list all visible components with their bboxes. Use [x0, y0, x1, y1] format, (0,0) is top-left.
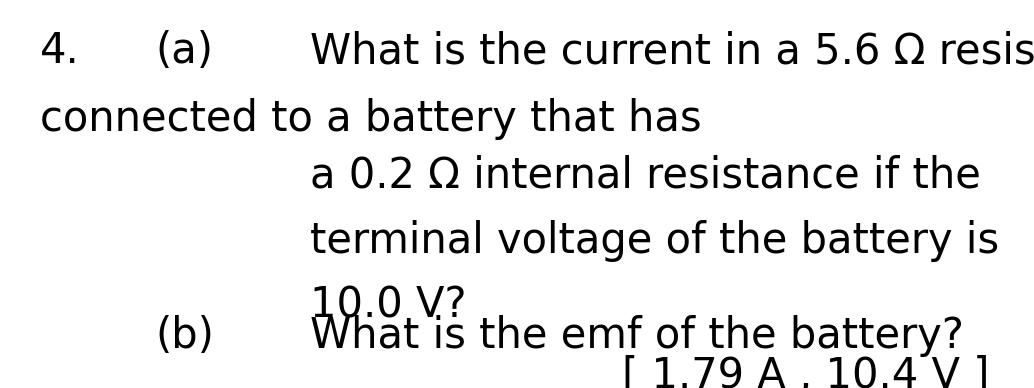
- Text: a 0.2 Ω internal resistance if the: a 0.2 Ω internal resistance if the: [310, 155, 981, 197]
- Text: What is the emf of the battery?: What is the emf of the battery?: [310, 315, 964, 357]
- Text: (b): (b): [155, 315, 214, 357]
- Text: terminal voltage of the battery is: terminal voltage of the battery is: [310, 220, 999, 262]
- Text: (a): (a): [155, 30, 213, 72]
- Text: What is the current in a 5.6 Ω resistor: What is the current in a 5.6 Ω resistor: [310, 30, 1034, 72]
- Text: 10.0 V?: 10.0 V?: [310, 285, 466, 327]
- Text: connected to a battery that has: connected to a battery that has: [40, 98, 702, 140]
- Text: [ 1.79 A , 10.4 V ]: [ 1.79 A , 10.4 V ]: [622, 355, 990, 388]
- Text: 4.: 4.: [40, 30, 80, 72]
